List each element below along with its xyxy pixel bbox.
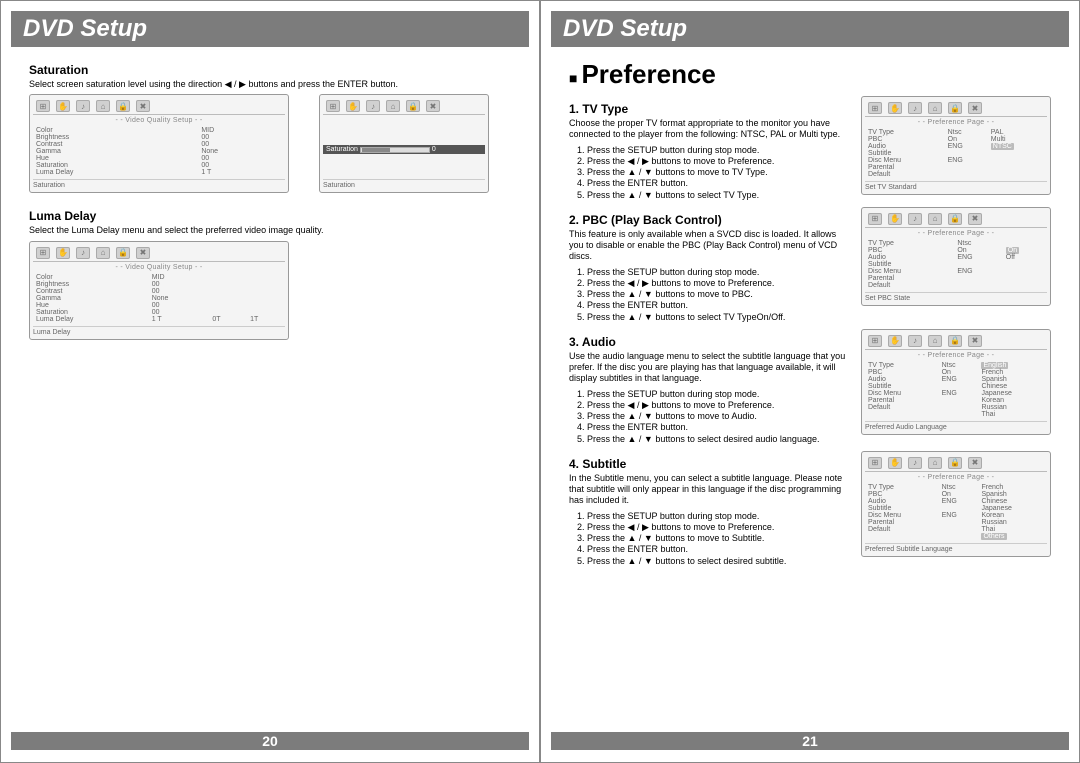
osd-icon: ✖ [136, 247, 150, 259]
osd-icon: ⊞ [326, 100, 340, 112]
osd-icon: 🔒 [406, 100, 420, 112]
osd-audio: ⊞✋♪⌂🔒✖ - - Preference Page - - TV TypeNt… [861, 329, 1051, 435]
text-subtitle: In the Subtitle menu, you can select a s… [569, 473, 851, 507]
section-title-saturation: Saturation [29, 63, 511, 77]
section-title-pbc: 2. PBC (Play Back Control) [569, 213, 851, 227]
osd-icon-row: ⊞ ✋ ♪ ⌂ 🔒 ✖ [323, 98, 485, 115]
osd-pbc: ⊞✋♪⌂🔒✖ - - Preference Page - - TV TypeNt… [861, 207, 1051, 306]
page-21: DVD Setup Preference 1. TV Type Choose t… [540, 0, 1080, 763]
osd-subtitle: ⊞✋♪⌂🔒✖ - - Preference Page - - TV TypeNt… [861, 451, 1051, 557]
osd-luma: ⊞✋♪⌂🔒✖ - - Video Quality Setup - - Color… [29, 241, 289, 340]
steps-pbc: 1. Press the SETUP button during stop mo… [577, 267, 851, 323]
text-audio: Use the audio language menu to select th… [569, 351, 851, 385]
big-title-preference: Preference [569, 59, 1051, 90]
header-title: DVD Setup [23, 15, 147, 42]
osd-icon: ⌂ [96, 100, 110, 112]
osd-tvtype: ⊞✋♪⌂🔒✖ - - Preference Page - - TV TypeNt… [861, 96, 1051, 195]
osd-icon: ✖ [136, 100, 150, 112]
slider-value: 0 [432, 146, 436, 153]
osd-subheader: - - Video Quality Setup - - [33, 264, 285, 271]
osd-icon: ✋ [56, 247, 70, 259]
osd-icon: ✖ [426, 100, 440, 112]
osd-icon: ✋ [346, 100, 360, 112]
osd-icon: ⊞ [36, 100, 50, 112]
osd-subheader: - - Video Quality Setup - - [33, 117, 285, 124]
osd-icon: 🔒 [116, 100, 130, 112]
osd-icon: ♪ [76, 247, 90, 259]
section-title-subtitle: 4. Subtitle [569, 457, 851, 471]
slider-label: Saturation [326, 146, 358, 153]
section-title-tvtype: 1. TV Type [569, 102, 851, 116]
osd-footer: Saturation [33, 179, 285, 189]
steps-tvtype: 1. Press the SETUP button during stop mo… [577, 145, 851, 201]
osd-icon: ✋ [56, 100, 70, 112]
osd-saturation-slider: ⊞ ✋ ♪ ⌂ 🔒 ✖ Saturation 0 Saturation [319, 94, 489, 193]
osd-footer: Luma Delay [33, 326, 285, 336]
text-tvtype: Choose the proper TV format appropriate … [569, 118, 851, 141]
osd-footer: Saturation [323, 179, 485, 189]
osd-icon: ⊞ [36, 247, 50, 259]
section-title-luma: Luma Delay [29, 209, 511, 223]
page-number: 21 [551, 732, 1069, 750]
osd-icon-row: ⊞ ✋ ♪ ⌂ 🔒 ✖ [33, 245, 285, 262]
osd-saturation-list: ⊞✋♪⌂🔒✖ - - Video Quality Setup - - Color… [29, 94, 289, 193]
text-pbc: This feature is only available when a SV… [569, 229, 851, 263]
osd-icon: ♪ [366, 100, 380, 112]
osd-icon: ♪ [76, 100, 90, 112]
section-title-audio: 3. Audio [569, 335, 851, 349]
page-20: DVD Setup Saturation Select screen satur… [0, 0, 540, 763]
text-luma: Select the Luma Delay menu and select th… [29, 225, 511, 236]
osd-icon-row: ⊞ ✋ ♪ ⌂ 🔒 ✖ [33, 98, 285, 115]
steps-subtitle: 1. Press the SETUP button during stop mo… [577, 511, 851, 567]
steps-audio: 1. Press the SETUP button during stop mo… [577, 389, 851, 445]
osd-icon: 🔒 [116, 247, 130, 259]
osd-icon: ⌂ [386, 100, 400, 112]
header-title: DVD Setup [563, 15, 687, 42]
osd-icon: ⌂ [96, 247, 110, 259]
header-bar: DVD Setup [11, 11, 529, 47]
page-number: 20 [11, 732, 529, 750]
header-bar: DVD Setup [551, 11, 1069, 47]
text-saturation: Select screen saturation level using the… [29, 79, 511, 90]
